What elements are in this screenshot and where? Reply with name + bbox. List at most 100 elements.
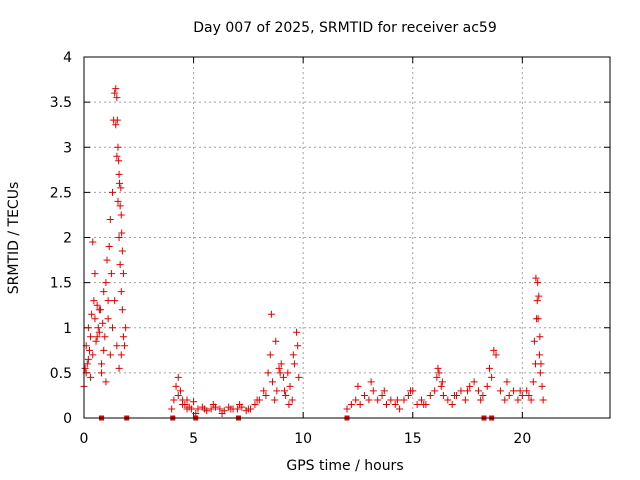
data-point bbox=[530, 337, 538, 345]
data-point bbox=[534, 279, 542, 287]
y-axis-label: SRMTID / TECUs bbox=[6, 182, 22, 295]
data-point bbox=[112, 121, 120, 129]
data-point bbox=[466, 382, 474, 390]
data-point bbox=[118, 229, 126, 237]
data-point bbox=[437, 382, 445, 390]
data-point bbox=[244, 405, 252, 413]
data-point bbox=[396, 405, 404, 413]
data-point bbox=[391, 400, 399, 408]
data-point bbox=[537, 360, 545, 368]
data-point bbox=[227, 405, 235, 413]
data-point bbox=[485, 364, 493, 372]
data-point bbox=[101, 333, 109, 341]
data-point bbox=[117, 184, 125, 192]
chart-title: Day 007 of 2025, SRMTID for receiver ac5… bbox=[193, 20, 497, 36]
data-point bbox=[93, 333, 101, 341]
data-point bbox=[488, 373, 496, 381]
data-point bbox=[532, 274, 540, 282]
y-tick-labels: 0 0.5 1 1.5 2 2.5 3 3.5 4 bbox=[50, 50, 72, 427]
x-tick-label: 5 bbox=[189, 431, 198, 447]
data-point bbox=[172, 382, 180, 390]
data-point bbox=[523, 387, 531, 395]
data-point bbox=[518, 391, 526, 399]
data-point bbox=[343, 405, 351, 413]
data-point bbox=[501, 396, 509, 404]
data-point bbox=[116, 202, 124, 210]
data-point bbox=[102, 378, 110, 386]
data-point bbox=[347, 400, 355, 408]
data-point bbox=[121, 342, 129, 350]
data-point bbox=[450, 391, 458, 399]
data-point bbox=[174, 391, 182, 399]
data-point bbox=[290, 360, 298, 368]
data-point bbox=[190, 398, 198, 406]
data-point bbox=[209, 400, 217, 408]
data-point bbox=[115, 364, 123, 372]
data-point bbox=[95, 306, 103, 314]
data-point bbox=[400, 396, 408, 404]
data-point bbox=[361, 391, 369, 399]
data-point bbox=[470, 378, 478, 386]
data-point bbox=[461, 396, 469, 404]
data-point bbox=[98, 369, 106, 377]
data-point bbox=[104, 297, 112, 305]
data-point bbox=[87, 373, 95, 381]
y-tick-label: 1 bbox=[63, 321, 72, 337]
x-tick-label: 20 bbox=[513, 431, 531, 447]
data-point bbox=[464, 387, 472, 395]
data-point bbox=[116, 179, 124, 187]
data-point bbox=[176, 387, 184, 395]
data-point bbox=[404, 391, 412, 399]
y-tick-label: 2 bbox=[63, 231, 72, 247]
data-point bbox=[115, 170, 123, 178]
data-point bbox=[113, 152, 121, 160]
data-point bbox=[92, 337, 100, 345]
data-point bbox=[354, 382, 362, 390]
data-point bbox=[535, 292, 543, 300]
data-point bbox=[113, 94, 121, 102]
data-point bbox=[413, 400, 421, 408]
data-point bbox=[367, 378, 375, 386]
data-point bbox=[407, 387, 415, 395]
data-point bbox=[114, 143, 122, 151]
data-point bbox=[107, 270, 115, 278]
y-tick-label: 3 bbox=[63, 140, 72, 156]
data-point bbox=[477, 396, 485, 404]
data-point bbox=[81, 364, 89, 372]
data-point bbox=[183, 396, 191, 404]
data-point bbox=[503, 378, 511, 386]
data-point bbox=[88, 310, 96, 318]
data-point bbox=[113, 116, 121, 124]
data-point bbox=[505, 391, 513, 399]
data-point bbox=[433, 373, 441, 381]
data-point bbox=[275, 364, 283, 372]
data-point bbox=[108, 324, 116, 332]
y-tick-label: 0 bbox=[63, 411, 72, 427]
data-point bbox=[356, 400, 364, 408]
data-point bbox=[233, 405, 241, 413]
data-point bbox=[85, 346, 93, 354]
data-point bbox=[119, 333, 127, 341]
data-point bbox=[369, 387, 377, 395]
data-point bbox=[439, 391, 447, 399]
data-point bbox=[295, 373, 303, 381]
data-point bbox=[114, 197, 122, 205]
data-point bbox=[253, 396, 261, 404]
y-tick-label: 3.5 bbox=[50, 95, 72, 111]
data-point bbox=[535, 351, 543, 359]
y-tick-label: 2.5 bbox=[50, 185, 72, 201]
data-point bbox=[387, 396, 395, 404]
data-point bbox=[490, 346, 498, 354]
data-point bbox=[516, 387, 524, 395]
data-point bbox=[285, 400, 293, 408]
data-point bbox=[179, 400, 187, 408]
data-point bbox=[95, 328, 103, 336]
data-point bbox=[174, 373, 182, 381]
data-point bbox=[271, 396, 279, 404]
y-tick-label: 4 bbox=[63, 50, 72, 66]
data-point bbox=[282, 391, 290, 399]
data-point bbox=[378, 391, 386, 399]
data-point bbox=[194, 405, 202, 413]
data-point bbox=[420, 400, 428, 408]
data-point bbox=[262, 391, 270, 399]
